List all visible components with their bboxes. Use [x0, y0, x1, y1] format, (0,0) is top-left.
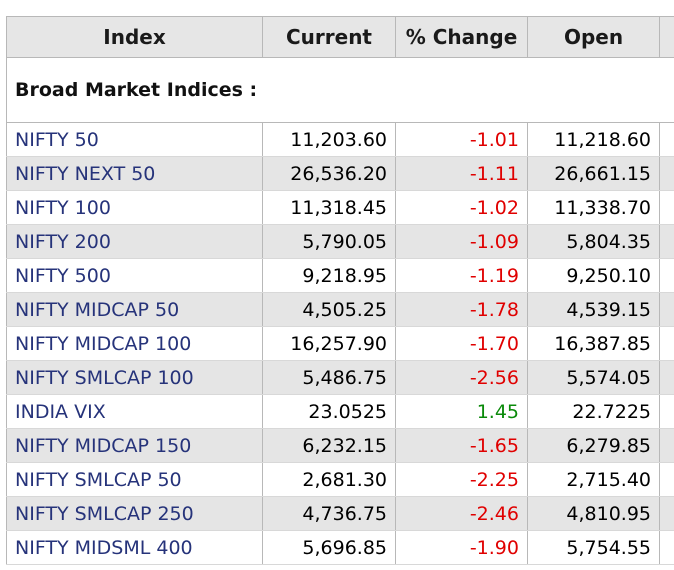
percent-change-value: -1.65 — [395, 428, 528, 463]
table-row: NIFTY MIDCAP 150 6,232.15 -1.65 6,279.85 — [6, 428, 674, 463]
current-value: 5,790.05 — [262, 224, 396, 259]
percent-change-value: -1.09 — [395, 224, 528, 259]
section-title: Broad Market Indices : — [6, 57, 674, 123]
table-row: NIFTY SMLCAP 100 5,486.75 -2.56 5,574.05 — [6, 360, 674, 395]
index-name-link[interactable]: NIFTY MIDCAP 100 — [6, 326, 263, 361]
open-value: 9,250.10 — [527, 258, 660, 293]
overflow-cell — [659, 428, 674, 463]
overflow-cell — [659, 190, 674, 225]
table-row: NIFTY NEXT 50 26,536.20 -1.11 26,661.15 — [6, 156, 674, 191]
percent-change-value: -1.70 — [395, 326, 528, 361]
column-header-overflow — [659, 16, 674, 58]
percent-change-value: -2.25 — [395, 462, 528, 497]
open-value: 16,387.85 — [527, 326, 660, 361]
overflow-cell — [659, 530, 674, 565]
index-name-link[interactable]: NIFTY MIDSML 400 — [6, 530, 263, 565]
open-value: 5,754.55 — [527, 530, 660, 565]
open-value: 11,218.60 — [527, 122, 660, 157]
index-name-link[interactable]: NIFTY 50 — [6, 122, 263, 157]
open-value: 11,338.70 — [527, 190, 660, 225]
table-row: INDIA VIX 23.0525 1.45 22.7225 — [6, 394, 674, 429]
current-value: 9,218.95 — [262, 258, 396, 293]
index-name-link[interactable]: NIFTY NEXT 50 — [6, 156, 263, 191]
current-value: 5,696.85 — [262, 530, 396, 565]
percent-change-value: -2.56 — [395, 360, 528, 395]
table-row: NIFTY MIDSML 400 5,696.85 -1.90 5,754.55 — [6, 530, 674, 565]
column-header-current[interactable]: Current — [262, 16, 396, 58]
overflow-cell — [659, 224, 674, 259]
overflow-cell — [659, 496, 674, 531]
index-name-link[interactable]: NIFTY 100 — [6, 190, 263, 225]
table-row: NIFTY MIDCAP 100 16,257.90 -1.70 16,387.85 — [6, 326, 674, 361]
overflow-cell — [659, 292, 674, 327]
percent-change-value: 1.45 — [395, 394, 528, 429]
percent-change-value: -1.01 — [395, 122, 528, 157]
table-row: NIFTY 50 11,203.60 -1.01 11,218.60 — [6, 122, 674, 157]
column-header-index[interactable]: Index — [6, 16, 263, 58]
index-name-link[interactable]: NIFTY 500 — [6, 258, 263, 293]
table-row: NIFTY MIDCAP 50 4,505.25 -1.78 4,539.15 — [6, 292, 674, 327]
percent-change-value: -1.90 — [395, 530, 528, 565]
column-header-open[interactable]: Open — [527, 16, 660, 58]
open-value: 4,539.15 — [527, 292, 660, 327]
current-value: 5,486.75 — [262, 360, 396, 395]
index-name-link[interactable]: NIFTY 200 — [6, 224, 263, 259]
overflow-cell — [659, 122, 674, 157]
current-value: 26,536.20 — [262, 156, 396, 191]
index-name-link[interactable]: NIFTY SMLCAP 250 — [6, 496, 263, 531]
index-name-link[interactable]: INDIA VIX — [6, 394, 263, 429]
table-row: NIFTY 500 9,218.95 -1.19 9,250.10 — [6, 258, 674, 293]
percent-change-value: -2.46 — [395, 496, 528, 531]
open-value: 2,715.40 — [527, 462, 660, 497]
percent-change-value: -1.02 — [395, 190, 528, 225]
open-value: 4,810.95 — [527, 496, 660, 531]
open-value: 5,804.35 — [527, 224, 660, 259]
market-indices-panel: Index Current % Change Open Broad Market… — [6, 16, 674, 565]
current-value: 6,232.15 — [262, 428, 396, 463]
current-value: 16,257.90 — [262, 326, 396, 361]
current-value: 4,505.25 — [262, 292, 396, 327]
index-name-link[interactable]: NIFTY MIDCAP 150 — [6, 428, 263, 463]
index-name-link[interactable]: NIFTY SMLCAP 50 — [6, 462, 263, 497]
table-header-row: Index Current % Change Open — [6, 16, 674, 58]
open-value: 22.7225 — [527, 394, 660, 429]
current-value: 2,681.30 — [262, 462, 396, 497]
table-row: NIFTY 100 11,318.45 -1.02 11,338.70 — [6, 190, 674, 225]
current-value: 11,203.60 — [262, 122, 396, 157]
index-name-link[interactable]: NIFTY SMLCAP 100 — [6, 360, 263, 395]
current-value: 4,736.75 — [262, 496, 396, 531]
current-value: 23.0525 — [262, 394, 396, 429]
open-value: 6,279.85 — [527, 428, 660, 463]
current-value: 11,318.45 — [262, 190, 396, 225]
overflow-cell — [659, 394, 674, 429]
percent-change-value: -1.19 — [395, 258, 528, 293]
overflow-cell — [659, 462, 674, 497]
table-row: NIFTY SMLCAP 50 2,681.30 -2.25 2,715.40 — [6, 462, 674, 497]
percent-change-value: -1.78 — [395, 292, 528, 327]
percent-change-value: -1.11 — [395, 156, 528, 191]
overflow-cell — [659, 326, 674, 361]
column-header-change[interactable]: % Change — [395, 16, 528, 58]
overflow-cell — [659, 360, 674, 395]
section-header-row: Broad Market Indices : — [6, 57, 674, 123]
overflow-cell — [659, 156, 674, 191]
open-value: 5,574.05 — [527, 360, 660, 395]
indices-table: Index Current % Change Open Broad Market… — [6, 16, 674, 565]
overflow-cell — [659, 258, 674, 293]
open-value: 26,661.15 — [527, 156, 660, 191]
table-row: NIFTY 200 5,790.05 -1.09 5,804.35 — [6, 224, 674, 259]
index-name-link[interactable]: NIFTY MIDCAP 50 — [6, 292, 263, 327]
table-row: NIFTY SMLCAP 250 4,736.75 -2.46 4,810.95 — [6, 496, 674, 531]
